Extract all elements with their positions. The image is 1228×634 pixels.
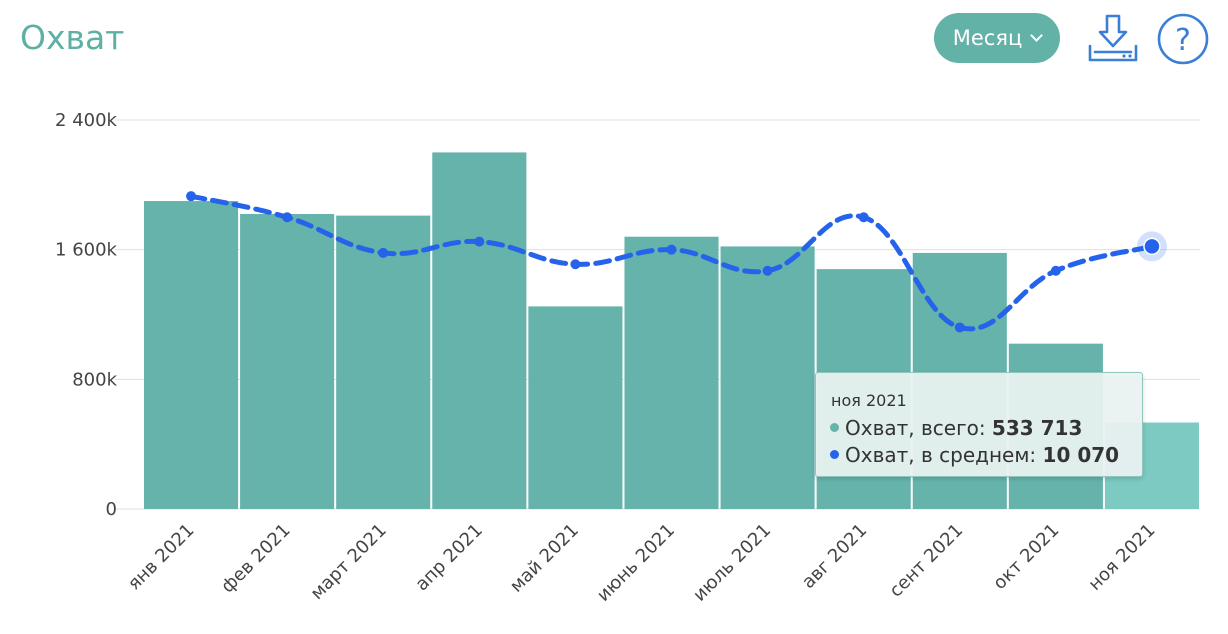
line-point [762,265,773,276]
bar [432,152,527,509]
bar [624,236,719,509]
x-tick-label: май 2021 [506,520,583,597]
line-point [858,212,869,223]
tooltip-value-average: 10 070 [1042,443,1120,467]
tooltip-row-total: Охват, всего: 533 713 [830,416,1082,440]
chart-title: Охват [20,18,125,57]
tooltip-dot-average [830,450,839,459]
tooltip-header: ноя 2021 [831,391,907,410]
svg-text:?: ? [1175,23,1191,58]
line-point [570,259,581,270]
x-tick-label: апр 2021 [411,520,486,595]
x-tick-label: окт 2021 [989,520,1063,594]
chart-tooltip: ноя 2021 Охват, всего: 533 713 Охват, в … [815,372,1143,477]
tooltip-dot-total [830,423,839,432]
bar [144,201,239,509]
download-button[interactable] [1086,12,1140,66]
y-tick-label: 800k [72,369,117,390]
line-point [474,236,485,247]
x-tick-label: июль 2021 [689,520,775,606]
x-tick-label: июнь 2021 [593,520,679,606]
bar [240,214,335,509]
x-tick-label: фев 2021 [217,520,295,598]
line-point [954,322,965,333]
x-tick-label: ноя 2021 [1084,520,1159,595]
x-tick-label: март 2021 [307,520,391,604]
x-tick-label: янв 2021 [124,520,199,595]
bar [720,246,815,510]
x-tick-label: сент 2021 [885,520,967,602]
line-point [666,244,677,255]
download-icon [1088,14,1138,62]
y-tick-label: 0 [106,499,117,520]
period-label: Месяц [952,26,1023,50]
period-dropdown[interactable]: Месяц [934,13,1060,63]
line-point [378,247,389,258]
tooltip-row-average: Охват, в среднем: 10 070 [830,443,1119,467]
line-point [282,212,293,223]
line-point [1143,237,1161,256]
help-icon: ? [1157,13,1209,65]
y-tick-label: 2 400k [55,110,118,131]
x-tick-label: авг 2021 [798,520,871,593]
help-button[interactable]: ? [1156,12,1210,66]
tooltip-label-average: Охват, в среднем: [845,443,1043,467]
average-line [188,193,1155,332]
tooltip-label-total: Охват, всего: [845,416,992,440]
bar [528,306,623,509]
bar [336,215,431,510]
line-point [1050,265,1061,276]
y-tick-label: 1 600k [55,240,118,261]
tooltip-value-total: 533 713 [991,416,1083,440]
line-point [186,191,197,202]
